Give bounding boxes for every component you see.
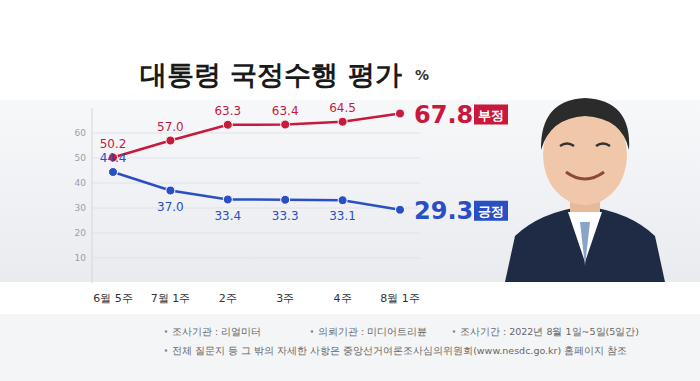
marks [109,109,405,214]
point [166,136,175,145]
portrait-smile [566,172,604,179]
y-tick-label: 10 [75,253,87,263]
data-label: 33.1 [329,209,356,223]
data-label-last: 29.3 [414,197,473,225]
plot-background [0,100,700,282]
footer-bullet [165,330,168,333]
data-label: 63.3 [214,104,241,118]
x-axis: 6월 5주 7월 1주 2주 3주 4주 8월 1주 [93,292,420,305]
data-label: 64.5 [329,101,356,115]
point [223,195,232,204]
grid-line [92,208,420,209]
y-tick-label: 30 [75,203,87,213]
legend-badge [474,201,508,221]
footer-bullet [453,330,456,333]
grid-line [92,183,420,184]
data-label: 33.4 [214,209,241,223]
y-tick-label: 40 [75,178,87,188]
point [396,205,405,214]
point [338,117,347,126]
portrait-eyes [560,144,610,147]
data-label: 63.4 [272,104,299,118]
point [281,120,290,129]
point [109,168,118,177]
legend-badge [474,105,508,125]
point [396,109,405,118]
portrait-tie [580,222,590,266]
data-label-last: 67.8 [414,101,473,129]
data-label: 33.3 [272,209,299,223]
x-tick-label: 7월 1주 [151,292,191,305]
footer-note: 조사기간 : 2022년 8월 1일~5일(5일간) [460,326,639,337]
data-label: 44.4 [100,151,127,165]
y-axis-line [92,108,93,283]
data-labels: 50.2 57.0 63.3 63.4 64.5 67.8 부정 44.4 37.0 33.4 33… [100,101,508,225]
footer-bullet [165,349,168,352]
footer-note: 의뢰기관 : 미디어트리뷴 [318,326,427,337]
background [0,0,700,381]
x-tick-label: 2주 [219,292,237,305]
y-grid: 10 20 30 40 50 60 [75,128,420,263]
point [166,186,175,195]
grid-line [92,133,420,134]
y-tick-label: 20 [75,228,87,238]
footer: 조사기관 : 리얼미터 의뢰기관 : 미디어트리뷴 조사기간 : 2022년 8월 … [165,326,639,356]
point [338,196,347,205]
grid-line [92,233,420,234]
portrait-suit [505,206,665,282]
x-tick-label: 3주 [276,292,294,305]
x-tick-label: 8월 1주 [380,292,420,305]
series-line [113,114,400,158]
unit-label: % [415,67,429,83]
portrait-hair [541,98,629,150]
footer-band [0,314,700,381]
x-tick-label: 4주 [334,292,352,305]
data-label: 57.0 [157,120,184,134]
axis-band [0,282,700,314]
point [223,120,232,129]
footer-note: 조사기관 : 리얼미터 [172,326,261,337]
grid-line [92,158,420,159]
x-tick-label: 6월 5주 [93,292,133,305]
legend-label: 긍정 [478,204,504,219]
grid-line [92,258,420,259]
data-label: 37.0 [157,200,184,214]
chart-root: 대통령 국정수행 평가% 10 20 30 40 50 60 6월 5주 7월 1주 2주 3주 4주… [0,0,700,381]
legend-label: 부정 [478,108,504,123]
footer-bullet [311,330,314,333]
y-tick-label: 50 [75,153,87,163]
title: 대통령 국정수행 평가 [140,59,402,90]
point [281,195,290,204]
y-tick-label: 60 [75,128,87,138]
portrait [505,98,665,282]
footer-note: 전체 질문지 등 그 밖의 자세한 사항은 중앙선거여론조사심의위원회(www.… [172,345,627,356]
data-label: 50.2 [100,137,127,151]
